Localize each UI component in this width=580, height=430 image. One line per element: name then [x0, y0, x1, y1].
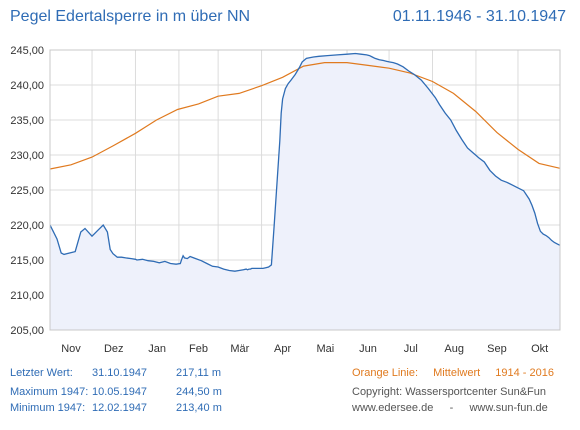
x-tick-label: Mai	[316, 343, 334, 355]
x-tick-label: Sep	[487, 343, 507, 355]
max-value: 244,50 m	[176, 386, 222, 398]
y-tick-label: 245,00	[10, 45, 44, 57]
series-mittelwert-line	[49, 61, 561, 170]
orange-line-note: Orange Linie: Mittelwert 1914 - 2016	[352, 367, 566, 379]
x-tick-label: Dez	[104, 343, 124, 355]
y-tick-label: 220,00	[10, 220, 44, 232]
min-date: 12.02.1947	[92, 402, 148, 414]
y-tick-label: 225,00	[10, 185, 44, 197]
min-label: Minimum 1947:	[10, 402, 86, 414]
x-axis-ticks: Nov Dez Jan Feb Mär Apr Mai Jun Jul Aug Sep Okt	[61, 343, 548, 355]
min-value: 213,40 m	[176, 402, 222, 414]
x-tick-label: Okt	[531, 343, 548, 355]
x-tick-label: Jan	[148, 343, 166, 355]
link-separator: -	[449, 402, 454, 414]
max-label: Maximum 1947:	[10, 386, 89, 398]
y-axis-ticks: 245,00 240,00 235,00 230,00 225,00 220,00 215,…	[10, 45, 44, 337]
y-tick-label: 240,00	[10, 80, 44, 92]
y-tick-label: 235,00	[10, 115, 44, 127]
last-value-date: 31.10.1947	[92, 367, 148, 379]
orange-years: 1914 - 2016	[495, 367, 554, 379]
y-tick-label: 205,00	[10, 325, 44, 337]
link-edersee[interactable]: www.edersee.de	[352, 402, 434, 414]
x-tick-label: Feb	[189, 343, 208, 355]
x-tick-label: Aug	[444, 343, 464, 355]
x-tick-label: Mär	[230, 343, 249, 355]
y-tick-label: 215,00	[10, 255, 44, 267]
link-sun-fun[interactable]: www.sun-fun.de	[469, 402, 548, 414]
max-date: 10.05.1947	[92, 386, 148, 398]
orange-label: Orange Linie:	[352, 367, 419, 379]
x-tick-label: Jun	[359, 343, 377, 355]
plot-frame	[49, 49, 561, 331]
last-value-label: Letzter Wert:	[10, 367, 73, 379]
last-value: 217,11 m	[176, 367, 222, 379]
y-tick-label: 230,00	[10, 150, 44, 162]
y-tick-label: 210,00	[10, 290, 44, 302]
series-pegel-area	[50, 53, 560, 330]
date-range: 01.11.1946 - 31.10.1947	[392, 8, 566, 25]
copyright: Copyright: Wassersportcenter Sun&Fun	[352, 386, 547, 398]
chart: 245,00 240,00 235,00 230,00 225,00 220,00 215,…	[10, 45, 561, 355]
x-tick-label: Apr	[274, 343, 291, 355]
x-tick-label: Jul	[404, 343, 418, 355]
x-tick-label: Nov	[61, 343, 81, 355]
series-pegel-line	[49, 52, 561, 272]
chart-title: Pegel Edertalsperre in m über NN	[10, 8, 251, 25]
website-links: www.edersee.de - www.sun-fun.de	[352, 402, 548, 414]
orange-desc: Mittelwert	[433, 367, 481, 379]
